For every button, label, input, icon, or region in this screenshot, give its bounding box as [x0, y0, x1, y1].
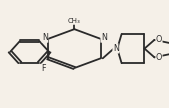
Text: N: N [42, 33, 48, 42]
Text: N: N [101, 33, 107, 42]
Text: F: F [41, 64, 45, 73]
Text: O: O [156, 35, 162, 44]
Text: O: O [156, 53, 162, 62]
Text: CH₃: CH₃ [68, 18, 81, 24]
Text: N: N [113, 44, 119, 53]
